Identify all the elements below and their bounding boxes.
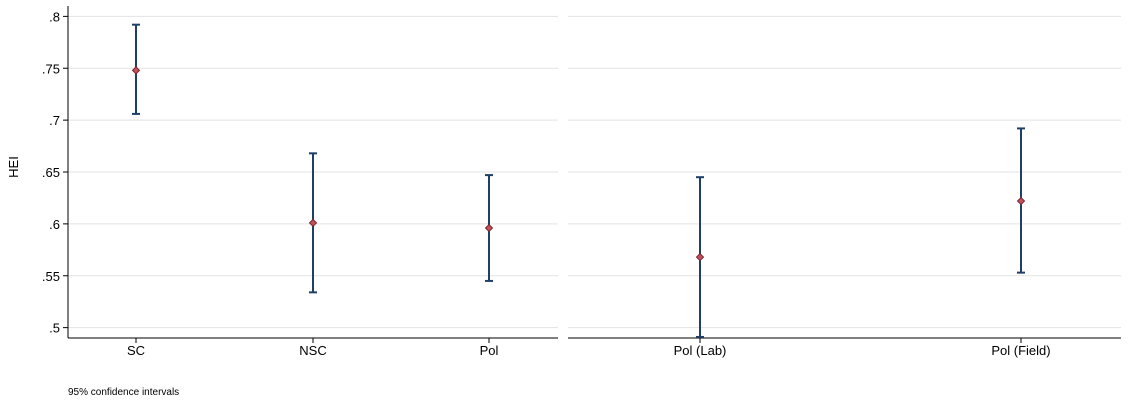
x-tick-label: Pol bbox=[480, 343, 499, 358]
y-tick-label: .5 bbox=[49, 321, 60, 336]
y-tick-label: .75 bbox=[42, 61, 60, 76]
y-tick-label: .55 bbox=[42, 269, 60, 284]
x-tick-label: NSC bbox=[299, 343, 326, 358]
footnote: 95% confidence intervals bbox=[68, 387, 180, 398]
axes: SC NSC Pol Pol (Lab) Pol (Field) bbox=[67, 6, 1121, 358]
chart-marks bbox=[131, 23, 1026, 338]
y-axis-label: HEI bbox=[6, 156, 21, 178]
chart: SC NSC Pol Pol (Lab) Pol (Field) .5 .55 .6 .65.… bbox=[6, 6, 1121, 358]
x-tick-label: Pol (Field) bbox=[991, 343, 1050, 358]
data-point bbox=[308, 218, 318, 228]
y-ticks: .5 .55 .6 .65 .7 .75 .8 bbox=[42, 9, 68, 336]
y-tick-label: .6 bbox=[49, 217, 60, 232]
data-point bbox=[131, 66, 141, 75]
data-point bbox=[1016, 196, 1026, 206]
y-tick-label: .8 bbox=[49, 9, 60, 24]
y-tick-label: .7 bbox=[49, 113, 60, 128]
y-tick-label: .65 bbox=[42, 165, 60, 180]
x-tick-label: Pol (Lab) bbox=[674, 343, 727, 358]
data-point bbox=[484, 223, 494, 233]
x-tick-label: SC bbox=[127, 343, 145, 358]
data-point bbox=[695, 252, 705, 262]
gridlines bbox=[68, 15, 1121, 329]
